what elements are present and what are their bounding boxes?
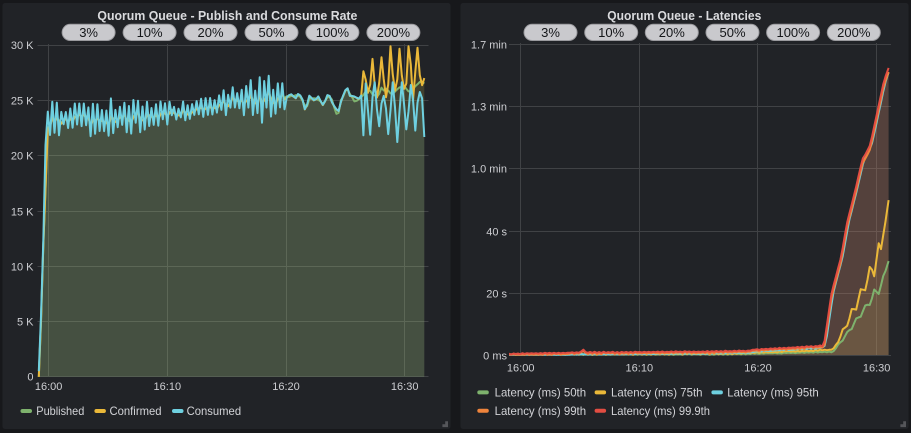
svg-text:16:20: 16:20 [744,363,772,375]
svg-text:Latency (ms) 50th: Latency (ms) 50th [495,386,586,400]
svg-text:16:30: 16:30 [863,363,891,375]
svg-text:25 K: 25 K [11,96,34,108]
svg-text:0: 0 [27,372,33,384]
svg-text:20 K: 20 K [11,151,34,163]
svg-text:16:10: 16:10 [626,363,654,375]
svg-text:3%: 3% [541,25,560,40]
svg-text:10%: 10% [137,25,163,40]
svg-text:16:00: 16:00 [35,381,63,393]
svg-text:0 ms: 0 ms [483,351,507,363]
svg-text:Latency (ms) 99th: Latency (ms) 99th [495,404,586,418]
svg-text:Latency (ms) 99.9th: Latency (ms) 99.9th [611,404,710,418]
svg-text:16:30: 16:30 [391,381,419,393]
svg-text:Latency (ms) 75th: Latency (ms) 75th [611,386,703,400]
svg-text:50%: 50% [258,25,284,40]
svg-text:10 K: 10 K [11,262,34,274]
svg-text:1.0 min: 1.0 min [471,164,507,176]
svg-text:15 K: 15 K [11,207,34,219]
svg-text:50%: 50% [719,25,745,40]
svg-text:Published: Published [36,404,84,418]
svg-text:20 s: 20 s [486,289,507,301]
svg-text:40 s: 40 s [486,227,507,239]
svg-text:1.3 min: 1.3 min [471,102,507,114]
svg-text:Confirmed: Confirmed [110,404,162,418]
svg-text:Quorum Queue - Latencies: Quorum Queue - Latencies [607,8,761,23]
svg-text:Quorum Queue - Publish and Con: Quorum Queue - Publish and Consume Rate [97,8,357,23]
svg-text:20%: 20% [659,25,685,40]
svg-text:16:10: 16:10 [154,381,182,393]
svg-text:1.7 min: 1.7 min [471,40,507,52]
svg-text:5 K: 5 K [17,317,34,329]
svg-text:16:20: 16:20 [272,381,300,393]
svg-text:10%: 10% [598,25,624,40]
svg-text:30 K: 30 K [11,40,34,52]
svg-text:3%: 3% [79,25,98,40]
svg-text:Consumed: Consumed [187,404,242,418]
svg-text:16:00: 16:00 [507,363,535,375]
svg-text:Latency (ms) 95th: Latency (ms) 95th [727,386,819,400]
svg-text:100%: 100% [316,25,350,40]
svg-text:200%: 200% [837,25,871,40]
svg-text:20%: 20% [197,25,223,40]
svg-text:200%: 200% [377,25,411,40]
svg-text:100%: 100% [776,25,810,40]
